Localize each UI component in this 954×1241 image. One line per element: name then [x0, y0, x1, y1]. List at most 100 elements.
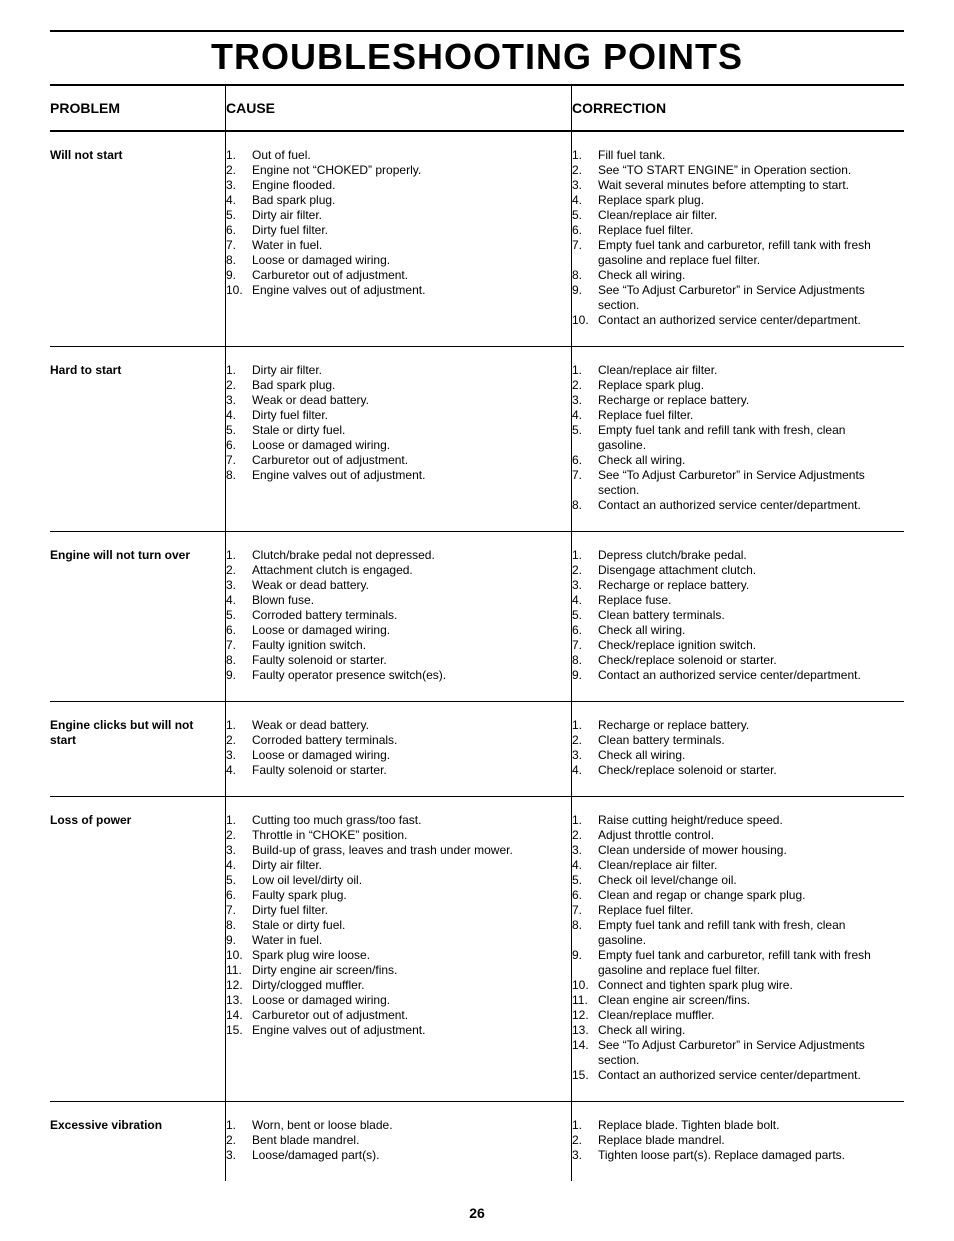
list-item-number: 3. — [572, 393, 598, 408]
list-item-text: Connect and tighten spark plug wire. — [598, 978, 894, 993]
list-item-number: 4. — [572, 858, 598, 873]
list-item-number: 2. — [572, 378, 598, 393]
list-item-text: Adjust throttle control. — [598, 828, 894, 843]
list-item-number: 3. — [226, 578, 252, 593]
list-item-number: 8. — [226, 653, 252, 668]
list-item-number: 5. — [572, 423, 598, 453]
numbered-list: 1.Depress clutch/brake pedal.2.Disengage… — [572, 548, 894, 683]
list-item-number: 2. — [226, 1133, 252, 1148]
list-item-number: 8. — [226, 253, 252, 268]
numbered-list: 1.Fill fuel tank.2.See “TO START ENGINE”… — [572, 148, 894, 328]
correction-cell: 1.Clean/replace air filter.2.Replace spa… — [572, 347, 905, 532]
list-item-number: 1. — [572, 813, 598, 828]
list-item-text: Replace blade mandrel. — [598, 1133, 894, 1148]
list-item-number: 1. — [572, 718, 598, 733]
page-number: 26 — [50, 1205, 904, 1221]
list-item-text: Check all wiring. — [598, 748, 894, 763]
list-item: 6.Loose or damaged wiring. — [226, 438, 561, 453]
list-item: 8.Check all wiring. — [572, 268, 894, 283]
list-item: 15.Engine valves out of adjustment. — [226, 1023, 561, 1038]
list-item: 3.Wait several minutes before attempting… — [572, 178, 894, 193]
correction-cell: 1.Fill fuel tank.2.See “TO START ENGINE”… — [572, 131, 905, 347]
list-item-text: Loose/damaged part(s). — [252, 1148, 561, 1163]
list-item-text: Out of fuel. — [252, 148, 561, 163]
list-item: 11.Dirty engine air screen/fins. — [226, 963, 561, 978]
list-item-number: 5. — [226, 208, 252, 223]
list-item: 11.Clean engine air screen/fins. — [572, 993, 894, 1008]
list-item: 5.Check oil level/change oil. — [572, 873, 894, 888]
list-item: 10.Spark plug wire loose. — [226, 948, 561, 963]
list-item-number: 9. — [572, 948, 598, 978]
list-item-number: 12. — [572, 1008, 598, 1023]
list-item-text: Engine valves out of adjustment. — [252, 283, 561, 298]
list-item: 8.Loose or damaged wiring. — [226, 253, 561, 268]
list-item-text: Engine flooded. — [252, 178, 561, 193]
list-item-number: 2. — [572, 563, 598, 578]
list-item: 6.Check all wiring. — [572, 623, 894, 638]
list-item-text: Contact an authorized service center/dep… — [598, 313, 894, 328]
list-item-number: 5. — [226, 608, 252, 623]
list-item-text: Check all wiring. — [598, 1023, 894, 1038]
list-item-number: 6. — [226, 438, 252, 453]
list-item-number: 7. — [572, 468, 598, 498]
list-item: 7.Faulty ignition switch. — [226, 638, 561, 653]
list-item-text: Fill fuel tank. — [598, 148, 894, 163]
cause-cell: 1.Worn, bent or loose blade.2.Bent blade… — [226, 1102, 572, 1182]
list-item-text: Clean battery terminals. — [598, 733, 894, 748]
list-item-number: 3. — [572, 1148, 598, 1163]
list-item-number: 2. — [572, 163, 598, 178]
list-item: 2.Bent blade mandrel. — [226, 1133, 561, 1148]
list-item: 4.Dirty fuel filter. — [226, 408, 561, 423]
list-item-text: Clean underside of mower housing. — [598, 843, 894, 858]
list-item: 9.Contact an authorized service center/d… — [572, 668, 894, 683]
list-item: 3.Loose or damaged wiring. — [226, 748, 561, 763]
list-item: 3.Recharge or replace battery. — [572, 578, 894, 593]
list-item: 3.Weak or dead battery. — [226, 393, 561, 408]
list-item-text: See “To Adjust Carburetor” in Service Ad… — [598, 468, 894, 498]
list-item-text: Recharge or replace battery. — [598, 718, 894, 733]
list-item-text: Cutting too much grass/too fast. — [252, 813, 561, 828]
list-item: 2.Clean battery terminals. — [572, 733, 894, 748]
list-item: 10.Engine valves out of adjustment. — [226, 283, 561, 298]
table-row: Engine will not turn over1.Clutch/brake … — [50, 532, 904, 702]
list-item-text: Dirty/clogged muffler. — [252, 978, 561, 993]
list-item-number: 2. — [226, 563, 252, 578]
list-item: 2.Replace blade mandrel. — [572, 1133, 894, 1148]
list-item-text: Clean and regap or change spark plug. — [598, 888, 894, 903]
list-item-number: 5. — [226, 873, 252, 888]
troubleshooting-table: PROBLEM CAUSE CORRECTION Will not start1… — [50, 86, 904, 1181]
list-item-number: 1. — [226, 1118, 252, 1133]
numbered-list: 1.Dirty air filter.2.Bad spark plug.3.We… — [226, 363, 561, 483]
list-item: 4.Replace fuse. — [572, 593, 894, 608]
list-item-number: 6. — [572, 623, 598, 638]
list-item-text: Check/replace solenoid or starter. — [598, 653, 894, 668]
list-item-text: Check oil level/change oil. — [598, 873, 894, 888]
list-item: 4.Check/replace solenoid or starter. — [572, 763, 894, 778]
list-item-number: 2. — [226, 163, 252, 178]
list-item-number: 2. — [226, 733, 252, 748]
correction-cell: 1.Depress clutch/brake pedal.2.Disengage… — [572, 532, 905, 702]
list-item-text: Empty fuel tank and refill tank with fre… — [598, 918, 894, 948]
list-item-number: 7. — [226, 638, 252, 653]
list-item: 3.Engine flooded. — [226, 178, 561, 193]
list-item-number: 1. — [572, 148, 598, 163]
list-item-number: 3. — [226, 748, 252, 763]
list-item-text: Loose or damaged wiring. — [252, 623, 561, 638]
list-item-text: Build-up of grass, leaves and trash unde… — [252, 843, 561, 858]
list-item: 13.Check all wiring. — [572, 1023, 894, 1038]
list-item: 1.Dirty air filter. — [226, 363, 561, 378]
list-item-number: 5. — [572, 608, 598, 623]
list-item-text: Weak or dead battery. — [252, 718, 561, 733]
list-item-number: 13. — [226, 993, 252, 1008]
list-item-text: Replace spark plug. — [598, 193, 894, 208]
list-item-text: Dirty air filter. — [252, 208, 561, 223]
list-item: 2.Throttle in “CHOKE” position. — [226, 828, 561, 843]
correction-cell: 1.Recharge or replace battery.2.Clean ba… — [572, 702, 905, 797]
list-item: 8.Contact an authorized service center/d… — [572, 498, 894, 513]
list-item-text: Empty fuel tank and refill tank with fre… — [598, 423, 894, 453]
list-item-text: Carburetor out of adjustment. — [252, 268, 561, 283]
list-item-number: 11. — [226, 963, 252, 978]
list-item-text: Clean/replace air filter. — [598, 858, 894, 873]
list-item: 8.Stale or dirty fuel. — [226, 918, 561, 933]
list-item: 4.Dirty air filter. — [226, 858, 561, 873]
